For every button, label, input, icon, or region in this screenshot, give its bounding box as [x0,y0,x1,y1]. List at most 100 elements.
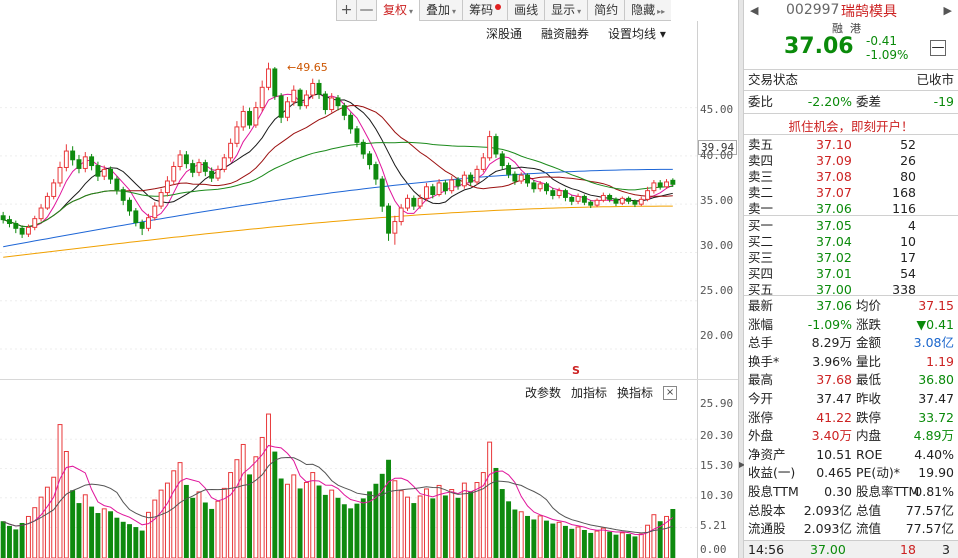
margin-trading-link[interactable]: 融资融券 [541,27,590,41]
stat-label: 总值 [856,502,882,518]
chips-button-label: 筹码 [469,3,494,17]
level-price: 37.02 [816,250,852,265]
candle [436,179,442,197]
draw-line-button[interactable]: 画线 [507,0,544,21]
divider [744,69,958,70]
stat-label: 最低 [856,372,882,388]
collapse-button[interactable]: — [930,40,946,56]
zoom-in-button[interactable]: + [336,0,356,21]
add-indicator-button[interactable]: 加指标 [571,386,608,400]
ask-level-row[interactable]: 卖三 37.08 80 [744,169,958,184]
display-dropdown[interactable]: 显示 ▾ [544,0,587,21]
level-quantity: 168 [892,185,916,200]
bid-level-row[interactable]: 买三 37.02 17 [744,250,958,265]
candle-body [266,68,271,88]
candle [19,225,25,238]
ask-level-row[interactable]: 卖二 37.07 168 [744,185,958,200]
volume-bar [139,530,145,558]
prev-stock-icon[interactable]: ◀ [750,4,759,17]
next-stock-icon[interactable]: ▶ [943,4,952,17]
price-axis-label: 35.00 [700,194,734,207]
trade-status-label: 交易状态 [748,72,799,87]
stat-label: 总手 [748,335,774,351]
overlay-dropdown[interactable]: 叠加 ▾ [419,0,462,21]
volume-chart[interactable] [0,400,697,558]
edit-params-button[interactable]: 改参数 [525,386,562,400]
price-kline-chart[interactable] [0,40,697,378]
stat-value: -1.09% [807,316,852,332]
stat-label: 均价 [856,298,882,313]
volume-bar [360,498,366,558]
volume-bar [146,511,151,558]
stat-row: 总手 8.29万 金额 3.08亿 [744,334,958,352]
volume-bar [449,489,455,558]
candle-body [544,183,549,192]
candle-body [487,136,493,159]
ask-level-row[interactable]: 卖四 37.09 26 [744,153,958,168]
candle-body [82,156,88,169]
level-price: 37.01 [816,266,852,281]
level-label: 卖三 [748,169,774,184]
candle-body [76,159,82,169]
candle-body [272,68,278,97]
level-price: 37.09 [816,153,852,168]
zoom-out-button[interactable]: — [356,0,376,21]
candle [38,204,44,222]
volume-bar [335,497,341,558]
chips-button[interactable]: 筹码 [462,0,507,21]
volume-bar [133,527,139,558]
ask-level-row[interactable]: 卖五 37.10 52 [744,137,958,152]
level-price: 37.08 [816,169,852,184]
candle [480,152,486,173]
bid-level-row[interactable]: 买一 37.05 4 [744,218,958,233]
level-label: 卖五 [748,137,774,152]
candle-body [664,181,669,188]
ma-settings-dropdown[interactable]: 设置均线 ▾ [608,27,666,41]
candle [638,196,644,207]
simple-mode-button[interactable]: 简约 [587,0,624,21]
candle [670,178,676,187]
stat-label: 收益(一) [748,465,796,481]
candle-body [531,182,537,190]
bid-level-row[interactable]: 买五 37.00 338 [744,282,958,297]
stock-name[interactable]: 瑞鹄模具 [841,4,897,20]
open-account-promo-link[interactable]: 抓住机会，即刻开户！ [788,119,914,134]
switch-indicator-button[interactable]: 换指标 [617,386,654,400]
close-indicator-icon[interactable]: × [663,385,678,400]
hide-button[interactable]: 隐藏 ▸▸ [624,0,671,21]
candle-body [284,101,290,118]
adjust-dropdown[interactable]: 复权 ▾ [376,0,420,21]
stat-label: 涨停 [748,409,774,425]
stat-value: 2.093亿 [803,502,852,518]
level-label: 买四 [748,266,774,281]
volume-bar [455,497,461,558]
stat-value: 37.15 [918,298,954,313]
hk-tag[interactable]: 港 [850,22,861,35]
candle [234,121,240,148]
volume-bar [177,462,183,558]
kline-chart-area[interactable]: + — 复权 ▾ 叠加 ▾ 筹码 画线 显示 ▾ 简约 隐藏 ▸▸ 深股通 融资融券 设置均线 ▾ … [0,0,738,558]
margin-tag[interactable]: 融 [832,22,843,35]
candle [316,79,322,99]
candle [63,144,69,172]
bid-level-row[interactable]: 买四 37.01 54 [744,266,958,281]
volume-axis-label: 25.90 [700,397,734,410]
hk-connect-link[interactable]: 深股通 [486,27,523,41]
ask-level-row[interactable]: 卖一 37.06 116 [744,201,958,216]
candle [278,93,284,124]
bid-level-row[interactable]: 买二 37.04 10 [744,234,958,249]
candle-body [556,190,562,196]
candle [190,159,196,178]
pane-separator[interactable] [0,379,738,380]
candle-body [209,170,215,179]
panel-splitter[interactable]: ▶ [738,0,746,558]
candle [133,208,139,227]
collapse-arrow-icon[interactable]: ▶ [739,460,746,469]
ma20-line [3,104,673,228]
candle [664,179,669,189]
volume-bar [44,486,50,558]
ma5-line [3,93,674,228]
candle-body [600,194,606,201]
candle-body [373,164,379,180]
stat-value: 37.47 [918,391,954,406]
